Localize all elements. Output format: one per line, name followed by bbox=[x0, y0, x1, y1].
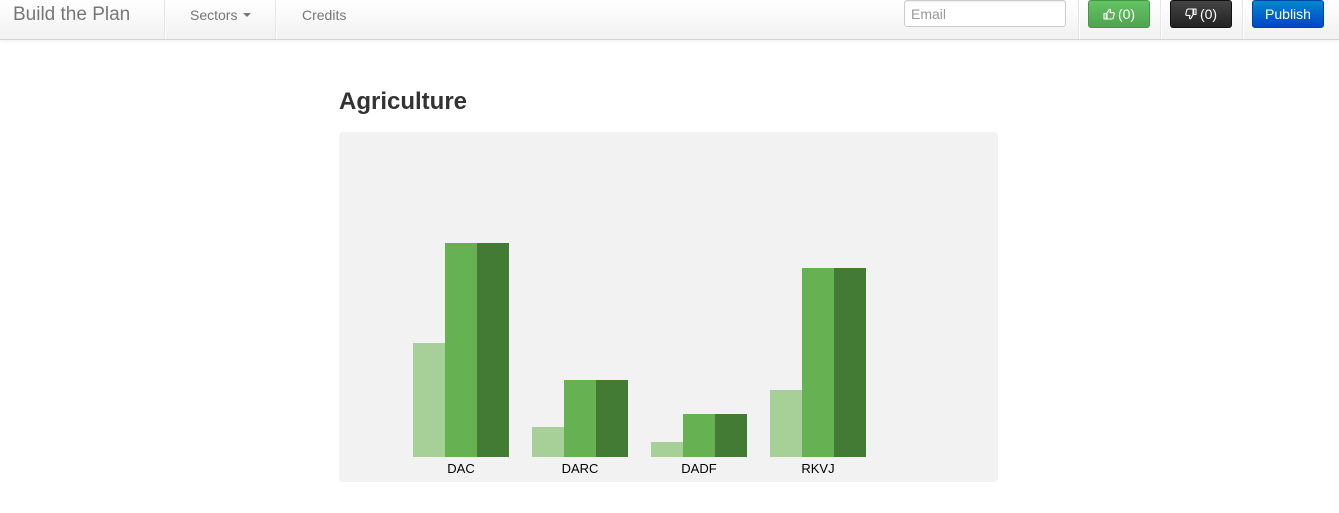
bar-dadf-series-1 bbox=[651, 442, 683, 457]
top-navbar: Build the Plan Sectors Credits (0) (0) P… bbox=[0, 0, 1339, 40]
bar-darc-series-1 bbox=[532, 427, 564, 457]
caret-down-icon bbox=[243, 13, 252, 18]
bar-dadf-series-3 bbox=[715, 414, 747, 457]
sectors-menu[interactable]: Sectors bbox=[190, 7, 252, 23]
credits-link[interactable]: Credits bbox=[302, 7, 347, 23]
like-button[interactable]: (0) bbox=[1088, 0, 1150, 28]
thumbs-up-icon bbox=[1103, 8, 1115, 20]
sectors-menu-label: Sectors bbox=[190, 7, 238, 23]
brand-title[interactable]: Build the Plan bbox=[13, 4, 131, 25]
bar-dac-series-1 bbox=[413, 343, 445, 457]
x-tick-label: DAC bbox=[447, 461, 474, 476]
email-input[interactable] bbox=[904, 0, 1066, 27]
bar-darc-series-3 bbox=[596, 380, 628, 457]
x-tick-label: DADF bbox=[681, 461, 716, 476]
dislike-count: (0) bbox=[1199, 6, 1218, 22]
like-count: (0) bbox=[1117, 6, 1136, 22]
dislike-button[interactable]: (0) bbox=[1170, 0, 1232, 28]
bar-chart: DAC DARC DADF RKVJ bbox=[413, 243, 866, 476]
thumbs-down-icon bbox=[1185, 8, 1197, 20]
bar-darc-series-2 bbox=[564, 380, 596, 457]
bar-dac-series-2 bbox=[445, 243, 477, 457]
x-tick-label: DARC bbox=[562, 461, 599, 476]
publish-button[interactable]: Publish bbox=[1252, 0, 1324, 28]
bar-rkvj-series-3 bbox=[834, 268, 866, 457]
nav-divider bbox=[1160, 0, 1162, 39]
bar-rkvj-series-2 bbox=[802, 268, 834, 457]
chart-panel: DAC DARC DADF RKVJ bbox=[339, 132, 998, 482]
nav-divider bbox=[1078, 0, 1080, 39]
bar-dadf-series-2 bbox=[683, 414, 715, 457]
nav-divider bbox=[1242, 0, 1244, 39]
page-title: Agriculture bbox=[339, 88, 468, 115]
bar-rkvj-series-1 bbox=[770, 390, 802, 457]
nav-divider bbox=[164, 0, 166, 39]
bar-dac-series-3 bbox=[477, 243, 509, 457]
nav-divider bbox=[275, 0, 277, 39]
x-tick-label: RKVJ bbox=[801, 461, 834, 476]
